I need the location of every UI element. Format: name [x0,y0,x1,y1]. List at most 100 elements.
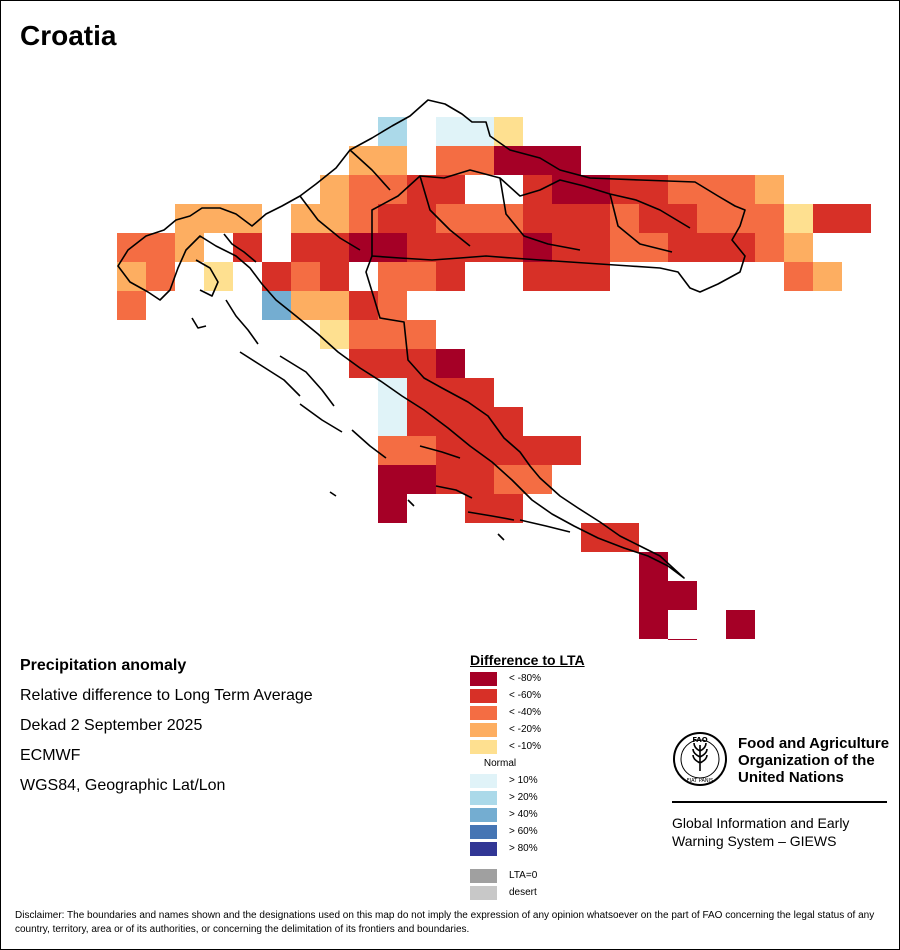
legend-label: > 80% [509,843,538,854]
anomaly-cell [320,204,349,233]
map-source: ECMWF [20,747,81,764]
anomaly-cell [494,407,523,436]
anomaly-cell [697,233,726,262]
anomaly-cell [291,233,320,262]
anomaly-cell [523,436,552,465]
legend-normal-label: Normal [483,758,517,769]
anomaly-cell [697,175,726,204]
anomaly-cell [378,436,407,465]
legend-swatch [470,808,497,822]
anomaly-cell [117,262,146,291]
anomaly-cell [494,117,523,146]
anomaly-cell [146,262,175,291]
anomaly-cell [494,146,523,175]
anomaly-cell [349,175,378,204]
legend-label: < -10% [509,741,541,752]
anomaly-cell [407,233,436,262]
anomaly-cell [465,494,494,523]
legend-label: > 10% [509,775,538,786]
anomaly-cell [117,291,146,320]
fao-name-line: Organization of the [738,752,875,769]
anomaly-cell [639,552,668,581]
anomaly-cell [378,146,407,175]
legend-label: < -20% [509,724,541,735]
anomaly-cell [349,233,378,262]
anomaly-cell [146,233,175,262]
legend-swatch [470,740,497,754]
anomaly-cell [755,233,784,262]
anomaly-cell [436,349,465,378]
legend-label: < -60% [509,690,541,701]
anomaly-cell [465,204,494,233]
legend-title: Difference to LTA [470,652,585,668]
region-boundary [371,169,691,256]
legend-label: > 60% [509,826,538,837]
anomaly-cell [581,204,610,233]
map-title: Croatia [20,20,117,51]
anomaly-cell [784,233,813,262]
anomaly-cell [726,175,755,204]
anomaly-cell [378,262,407,291]
anomaly-cell [291,204,320,233]
anomaly-cell [668,175,697,204]
anomaly-cell [610,204,639,233]
map-subtitle: Relative difference to Long Term Average [20,687,313,704]
anomaly-cell [436,262,465,291]
anomaly-cell [494,494,523,523]
anomaly-cell [378,291,407,320]
coast-islands [191,233,571,541]
fao-emblem-motto: FIAT PANIS [687,778,714,784]
anomaly-cell [726,610,755,639]
legend-label: > 40% [509,809,538,820]
anomaly-cell [407,262,436,291]
anomaly-cell [436,175,465,204]
fao-name: Food and Agriculture Organization of the… [738,735,889,786]
anomaly-cell [436,146,465,175]
anomaly-cell [436,407,465,436]
map-projection: WGS84, Geographic Lat/Lon [20,777,226,794]
anomaly-cell [813,204,842,233]
giews-line: Global Information and Early [672,815,850,831]
anomaly-cell [320,291,349,320]
anomaly-cell [552,146,581,175]
anomaly-cell [378,407,407,436]
anomaly-cell [465,465,494,494]
anomaly-cell [407,320,436,349]
anomaly-cell [697,204,726,233]
legend-swatch [470,886,497,900]
anomaly-cell [552,436,581,465]
fao-emblem-text: FAO [692,736,707,744]
anomaly-cell [407,407,436,436]
anomaly-cell [436,436,465,465]
legend-label: < -80% [509,673,541,684]
anomaly-cell [320,262,349,291]
anomaly-cell [320,233,349,262]
anomaly-cell [639,581,668,610]
anomaly-cell [755,175,784,204]
anomaly-cell [465,407,494,436]
anomaly-cell [523,146,552,175]
legend-swatch [470,672,497,686]
anomaly-cell [784,204,813,233]
fao-emblem-icon: FAO FIAT PANIS [673,732,727,786]
legend-swatch [470,723,497,737]
anomaly-cell [523,262,552,291]
precipitation-anomaly-map [117,99,871,640]
anomaly-cell [262,291,291,320]
croatia-border [117,99,746,579]
anomaly-cell [552,204,581,233]
fao-name-line: United Nations [738,769,844,786]
anomaly-cell [552,262,581,291]
anomaly-cell [668,233,697,262]
legend-swatch [470,774,497,788]
anomaly-cell [784,262,813,291]
map-heading: Precipitation anomaly [20,657,187,674]
anomaly-cell [233,204,262,233]
anomaly-cell [378,494,407,523]
legend-label: > 20% [509,792,538,803]
anomaly-cell [378,349,407,378]
anomaly-cell [378,204,407,233]
country-outline [117,99,746,579]
anomaly-cell [320,175,349,204]
anomaly-cell [378,320,407,349]
